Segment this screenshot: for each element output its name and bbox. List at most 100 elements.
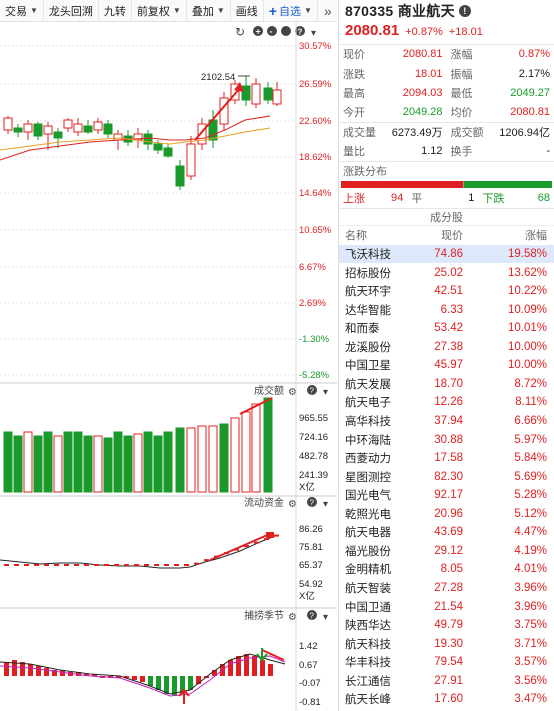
index-title: 870335 商业航天 !: [339, 0, 554, 22]
toolbar-nine-turn[interactable]: 九转: [99, 0, 132, 22]
help-icon[interactable]: [307, 610, 317, 620]
candle-body: [272, 89, 282, 105]
constituent-row[interactable]: 航天长峰 17.60 3.47%: [339, 690, 554, 709]
col-price[interactable]: 现价: [441, 230, 463, 243]
refresh-icon[interactable]: ↻: [235, 25, 245, 39]
volume-bar: [230, 417, 240, 493]
help-icon[interactable]: [295, 26, 305, 36]
chevron-down-icon: ▼: [303, 6, 312, 15]
constituent-row[interactable]: 金明精机 8.05 4.01%: [339, 560, 554, 579]
season-bar: [164, 676, 169, 694]
constituent-row[interactable]: 航天智装 27.28 3.96%: [339, 579, 554, 598]
constituent-row[interactable]: 达华智能 6.33 10.09%: [339, 300, 554, 319]
stock-name: 国光电气: [345, 490, 391, 503]
settings-icon[interactable]: ⚙: [288, 612, 297, 623]
zoom-in-icon[interactable]: [253, 26, 263, 36]
candle-body: [23, 123, 33, 133]
flow-dash: [164, 564, 169, 566]
constituent-row[interactable]: 西菱动力 17.58 5.84%: [339, 449, 554, 468]
stock-name: 中国卫通: [345, 601, 391, 614]
toolbar-adjust-menu[interactable]: 前复权 ▼: [132, 0, 187, 22]
col-name[interactable]: 名称: [345, 230, 367, 243]
toolbar-trade-menu[interactable]: 交易 ▼: [0, 0, 44, 22]
constituent-row[interactable]: 航天电器 43.69 4.47%: [339, 523, 554, 542]
season-tick: -0.81: [299, 697, 321, 708]
constituent-row[interactable]: 福光股份 29.12 4.19%: [339, 542, 554, 561]
constituent-row[interactable]: 航天发展 18.70 8.72%: [339, 375, 554, 394]
constituent-row[interactable]: 中环海陆 30.88 5.97%: [339, 430, 554, 449]
chart-area[interactable]: ↻ + - ? ▾ 30.57% 26.59% 22.60% 18.62% 14…: [0, 22, 337, 711]
svg-text:?: ?: [310, 499, 315, 508]
stock-price: 49.79: [434, 619, 463, 632]
stock-price: 6.33: [440, 303, 463, 316]
stock-change: 5.12%: [514, 507, 547, 520]
constituent-row[interactable]: 中国卫星 45.97 10.00%: [339, 356, 554, 375]
stock-name: 长江通信: [345, 675, 391, 688]
toolbar-leader-backtrack[interactable]: 龙头回溯: [44, 0, 99, 22]
candle-body: [13, 127, 23, 133]
stock-name: 招标股份: [345, 267, 391, 280]
constituent-row[interactable]: 航天电子 12.26 8.11%: [339, 393, 554, 412]
svg-text:?: ?: [310, 387, 315, 396]
candle-body: [93, 121, 103, 131]
toolbar-overlay-menu[interactable]: 叠加 ▼: [187, 0, 231, 22]
more-tools-button[interactable]: »: [323, 2, 332, 19]
close-panel-icon[interactable]: ▾: [323, 499, 328, 510]
constituent-row[interactable]: 航天科技 19.30 3.71%: [339, 634, 554, 653]
flow-dash: [4, 564, 9, 566]
constituent-row[interactable]: 和而泰 53.42 10.01%: [339, 319, 554, 338]
add-watchlist-button[interactable]: + 自选 ▼: [264, 0, 318, 22]
constituent-row[interactable]: 乾照光电 20.96 5.12%: [339, 505, 554, 524]
constituent-row[interactable]: 长江通信 27.91 3.56%: [339, 671, 554, 690]
season-trend: [261, 649, 285, 661]
constituent-row[interactable]: 星图测控 82.30 5.69%: [339, 467, 554, 486]
info-icon[interactable]: !: [458, 5, 471, 17]
flow-dash: [64, 564, 69, 566]
candle-body: [73, 123, 83, 133]
y-tick-label: -5.28%: [299, 370, 330, 381]
close-panel-icon[interactable]: ▾: [311, 28, 316, 39]
zoom-out-icon[interactable]: [267, 26, 277, 36]
flow-dash: [154, 564, 159, 566]
season-bar: [44, 668, 49, 676]
constituent-row[interactable]: 中国卫通 21.54 3.96%: [339, 597, 554, 616]
flow-dash: [14, 564, 19, 566]
settings-icon[interactable]: ⚙: [288, 499, 297, 510]
candle-body: [103, 123, 113, 135]
constituent-row[interactable]: 飞沃科技 74.86 19.58%: [339, 244, 554, 264]
season-bar: [36, 666, 41, 676]
settings-icon[interactable]: ⚙: [288, 387, 297, 398]
constituent-row[interactable]: 招标股份 25.02 13.62%: [339, 263, 554, 282]
stock-name: 飞沃科技: [345, 249, 391, 262]
constituent-row[interactable]: 航天环宇 42.51 10.22%: [339, 282, 554, 301]
volume-bar: [63, 431, 73, 493]
constituent-row[interactable]: 国光电气 92.17 5.28%: [339, 486, 554, 505]
price-header: 2080.81 +0.87% +18.01: [339, 22, 554, 44]
col-change[interactable]: 涨幅: [525, 230, 547, 243]
constituent-row[interactable]: 华丰科技 79.54 3.57%: [339, 653, 554, 672]
stock-price: 27.38: [434, 340, 463, 353]
current-price: 2080.81: [345, 22, 400, 39]
constituent-row[interactable]: 高华科技 37.94 6.66%: [339, 412, 554, 431]
season-bar: [196, 676, 201, 684]
close-panel-icon[interactable]: ▾: [323, 612, 328, 623]
help-icon[interactable]: [307, 497, 317, 507]
change-amount: +18.01: [448, 26, 483, 38]
constituent-row[interactable]: 龙溪股份 27.38 10.00%: [339, 338, 554, 357]
help-icon[interactable]: [307, 385, 317, 395]
season-line: [0, 655, 286, 697]
settings-icon[interactable]: [281, 26, 291, 36]
distribution-bar: [341, 180, 553, 188]
volume-bar: [197, 425, 207, 493]
stock-price: 19.30: [434, 637, 463, 650]
stock-price: 17.58: [434, 452, 463, 465]
quote-label: 成交量: [343, 127, 376, 139]
volume-bar: [263, 397, 273, 493]
stock-price: 18.70: [434, 377, 463, 390]
close-panel-icon[interactable]: ▾: [323, 387, 328, 398]
stock-name: 陕西华达: [345, 620, 391, 633]
toolbar-draw-line[interactable]: 画线: [231, 0, 264, 22]
stock-name: 航天发展: [345, 378, 391, 391]
constituent-row[interactable]: 陕西华达 49.79 3.75%: [339, 616, 554, 635]
quote-label: 量比: [343, 146, 365, 159]
